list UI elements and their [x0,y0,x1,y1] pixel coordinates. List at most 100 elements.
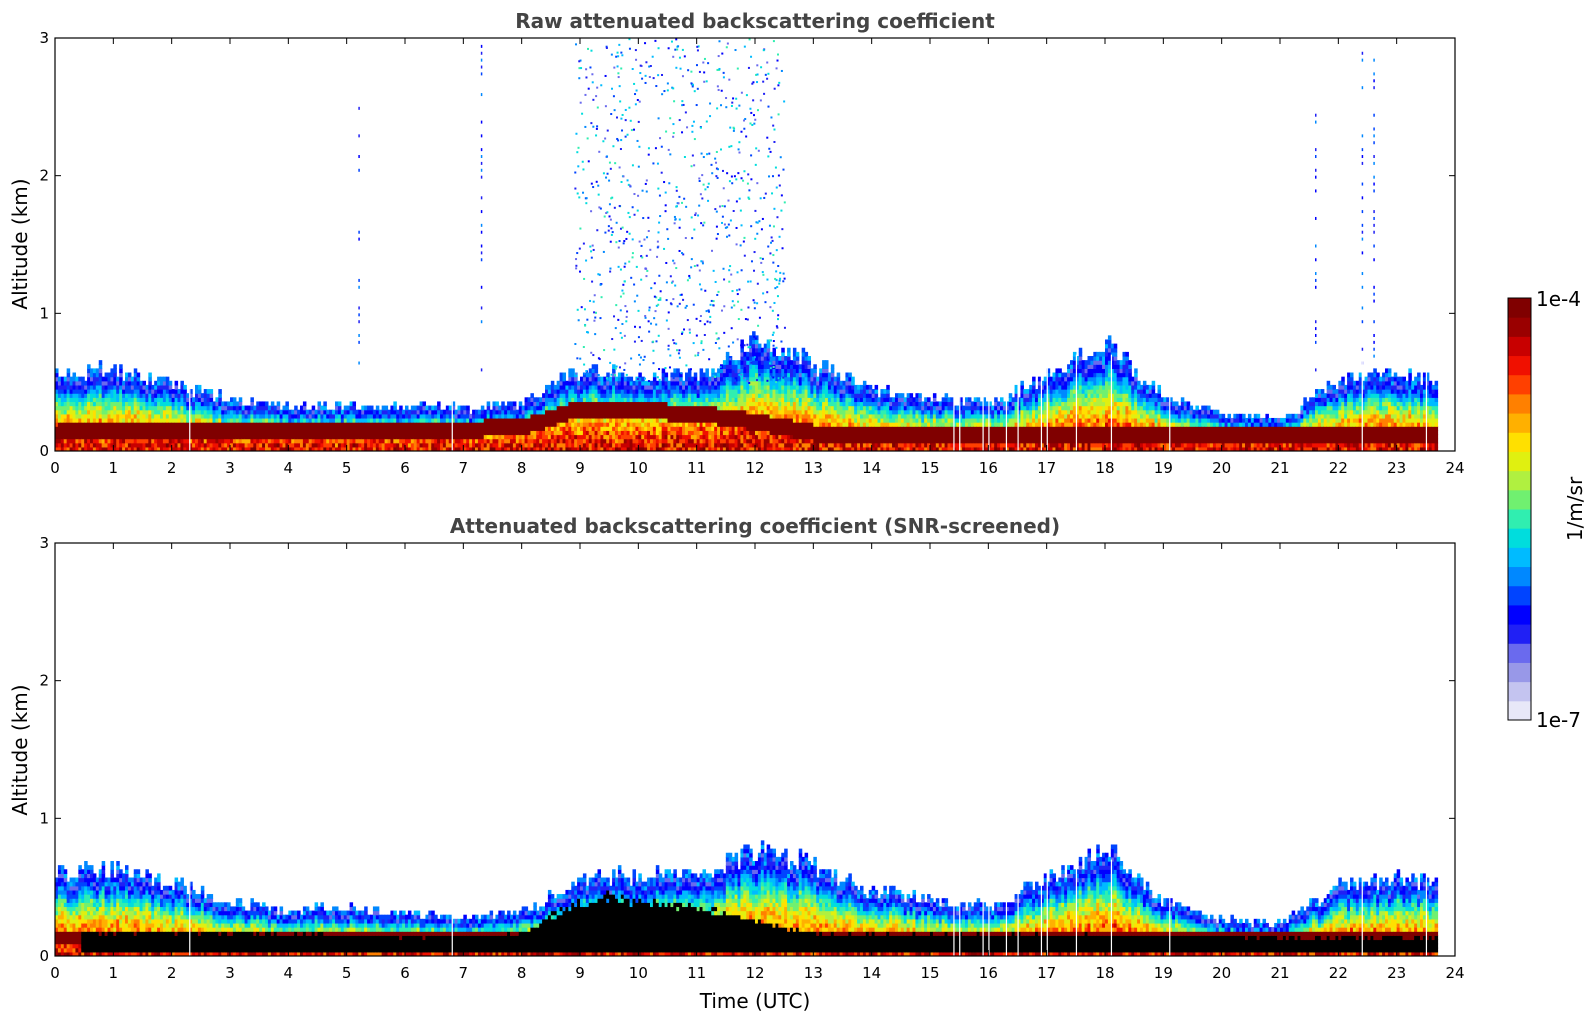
heatmap-cell [559,446,564,451]
heatmap-cell [822,417,826,423]
heatmap-cell [81,438,85,444]
heatmap-cell [868,434,873,440]
heatmap-cell [871,446,876,451]
heatmap-cell [685,446,689,451]
heatmap-cell [638,409,642,415]
heatmap-cell [725,409,730,415]
heatmap-cell [720,397,724,403]
heatmap-cell [775,422,779,427]
heatmap-cell [868,393,873,398]
heatmap-cell [72,438,77,444]
heatmap-cell [865,430,870,436]
heatmap-cell [580,405,584,411]
heatmap-cell [690,426,695,431]
heatmap-cell [259,413,263,419]
heatmap-cell [396,446,400,451]
heatmap-cell [976,426,981,431]
heatmap-cell [451,401,456,407]
heatmap-cell [545,401,549,407]
heatmap-cell [442,422,447,427]
heatmap-cell [725,360,730,365]
heatmap-cell [848,426,852,431]
heatmap-cell [597,393,602,398]
heatmap-cell [253,438,257,444]
heatmap-cell [784,409,788,415]
heatmap-cell [559,393,564,398]
heatmap-cell [760,372,765,378]
heatmap-cell [836,438,841,444]
heatmap-cell [615,422,619,427]
heatmap-cell [55,438,59,444]
heatmap-cell [924,397,928,403]
heatmap-cell [801,389,806,394]
heatmap-cell [880,389,884,394]
heatmap-cell [55,405,59,411]
heatmap-cell [752,372,756,378]
heatmap-cell [116,426,120,431]
heatmap-cell [92,422,97,427]
heatmap-cell [792,376,797,382]
heatmap-cell [547,442,552,448]
heatmap-cell [119,438,123,444]
heatmap-cell [311,417,316,423]
heatmap-cell [970,422,975,427]
heatmap-cell [889,430,893,436]
heatmap-cell [116,422,120,427]
heatmap-cell [600,405,604,411]
heatmap-cell [720,372,724,378]
heatmap-cell [827,372,832,378]
heatmap-cell [384,426,389,431]
heatmap-cell [133,380,138,386]
heatmap-cell [125,384,129,390]
heatmap-cell [419,409,424,415]
heatmap-cell [594,426,599,431]
heatmap-cell [687,372,692,378]
heatmap-cell [685,401,689,407]
heatmap-cell [218,422,222,427]
heatmap-cell [752,384,756,390]
heatmap-cell [186,409,190,415]
heatmap-cell [165,380,170,386]
heatmap-cell [445,446,450,451]
heatmap-cell [270,422,275,427]
heatmap-cell [708,380,712,386]
heatmap-cell [288,417,292,423]
heatmap-cell [862,380,867,386]
heatmap-cell [906,434,911,440]
heatmap-cell [792,364,797,369]
heatmap-cell [536,405,540,411]
heatmap-cell [833,405,838,411]
heatmap-cell [763,417,768,423]
heatmap-cell [422,434,427,440]
heatmap-cell [445,442,450,448]
heatmap-cell [113,417,117,423]
heatmap-cell [752,409,756,415]
heatmap-cell [801,351,806,357]
heatmap-cell [641,434,645,440]
heatmap-cell [737,430,742,436]
heatmap-cell [437,442,441,448]
heatmap-cell [874,446,879,451]
heatmap-cell [603,397,607,403]
heatmap-cell [956,442,960,448]
heatmap-cell [594,376,599,382]
heatmap-cell [711,426,715,431]
heatmap-cell [463,405,467,411]
heatmap-cell [699,389,704,394]
heatmap-cell [270,417,275,423]
heatmap-cell [393,405,397,411]
heatmap-cell [87,401,91,407]
heatmap-cell [501,413,505,419]
heatmap-cell [431,405,435,411]
heatmap-cell [851,442,855,448]
heatmap-cell [127,372,132,378]
heatmap-cell [253,446,257,451]
heatmap-cell [142,422,147,427]
heatmap-cell [125,417,129,423]
heatmap-cell [136,397,141,403]
heatmap-cell [416,426,421,431]
heatmap-cell [265,446,269,451]
heatmap-cell [647,401,651,407]
heatmap-cell [238,430,243,436]
heatmap-cell [842,389,847,394]
